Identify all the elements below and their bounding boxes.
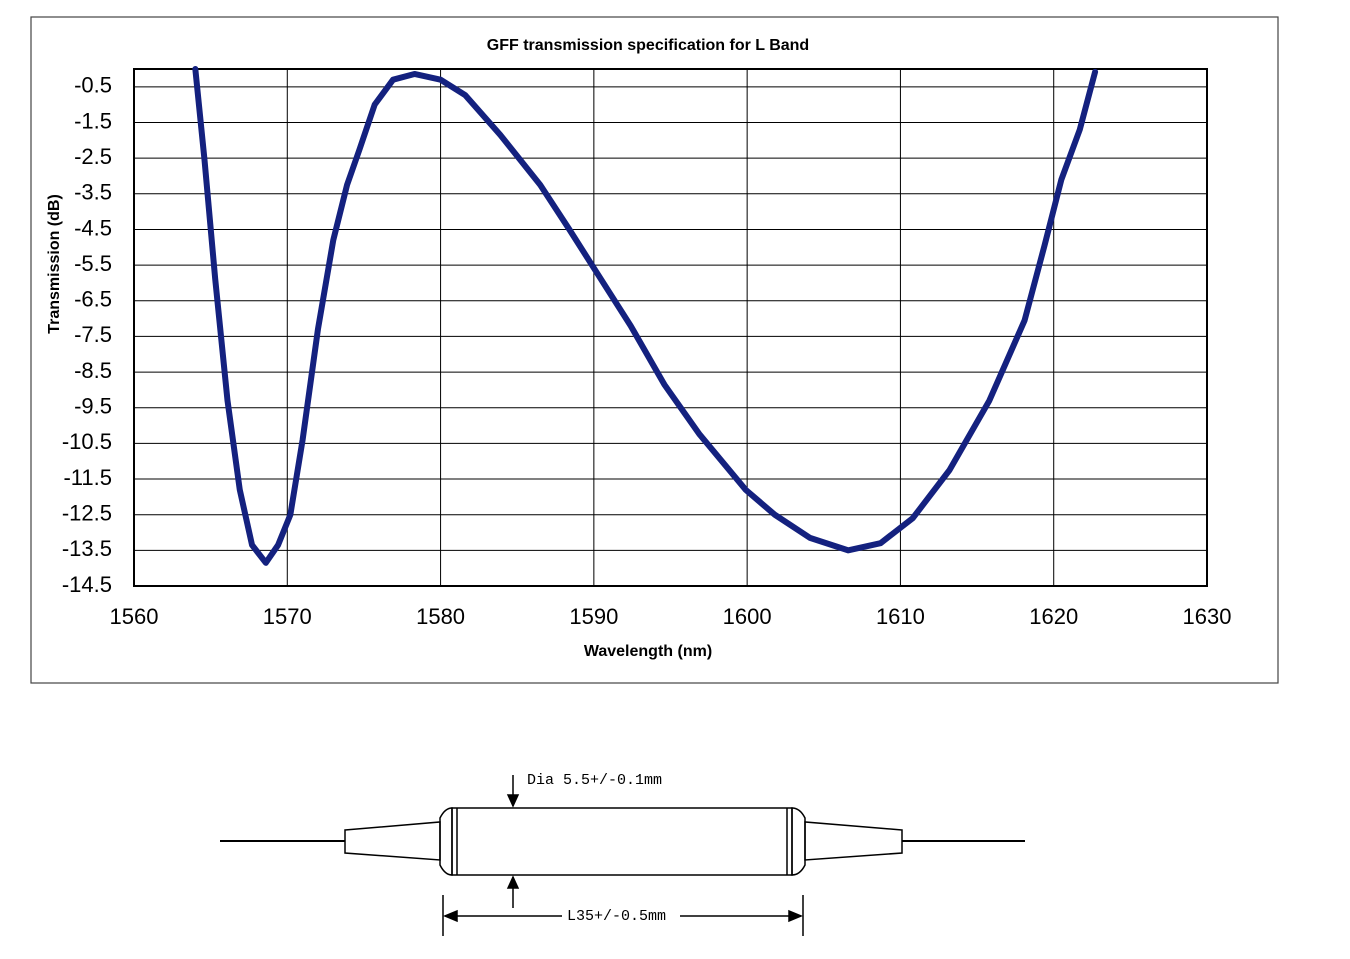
y-tick-label: -7.5 [74, 322, 112, 347]
diameter-label: Dia 5.5+/-0.1mm [527, 772, 662, 789]
arrow-head [443, 909, 458, 923]
x-tick-label: 1610 [876, 604, 925, 629]
coupler-diagram [220, 775, 1025, 936]
y-tick-label: -14.5 [62, 572, 112, 597]
chart-frame [30, 16, 1279, 684]
y-tick-label: -11.5 [63, 465, 112, 490]
arrow-head [788, 909, 803, 923]
y-tick-label: -5.5 [74, 251, 112, 276]
plot-area [133, 68, 1208, 587]
arrow-head [506, 794, 520, 808]
y-tick-label: -0.5 [74, 73, 112, 98]
x-tick-label: 1560 [110, 604, 159, 629]
x-tick-label: 1580 [416, 604, 465, 629]
chart: -0.5 -1.5 -2.5 -3.5 -4.5 -5.5 -6.5 -7.5 -8.5 -9.5… [62, 66, 1232, 629]
y-tick-label: -3.5 [74, 180, 112, 205]
x-tick-label: 1570 [263, 604, 312, 629]
arrow-head [506, 875, 520, 889]
x-tick-label: 1600 [723, 604, 772, 629]
y-tick-label: -9.5 [74, 394, 112, 419]
length-label: L35+/-0.5mm [567, 908, 666, 925]
y-axis-label: Transmission (dB) [46, 194, 63, 334]
data-line [192, 66, 1099, 566]
x-tick-label: 1620 [1029, 604, 1078, 629]
x-tick-label: 1630 [1183, 604, 1232, 629]
x-axis-label: Wavelength (nm) [584, 643, 712, 660]
cap-left [439, 807, 453, 876]
cap-right [791, 807, 806, 876]
y-tick-label: -2.5 [74, 144, 112, 169]
boot-right [804, 821, 903, 861]
boot-left [344, 821, 441, 861]
x-tick-label: 1590 [569, 604, 618, 629]
y-tick-label: -12.5 [62, 501, 112, 526]
tube-body [451, 807, 793, 876]
chart-title: GFF transmission specification for L Ban… [487, 37, 809, 54]
y-tick-label: -13.5 [62, 536, 112, 561]
y-tick-label: -8.5 [74, 358, 112, 383]
y-tick-label: -4.5 [74, 215, 112, 240]
y-tick-label: -6.5 [74, 287, 112, 312]
y-tick-label: -10.5 [62, 429, 112, 454]
y-tick-label: -1.5 [74, 108, 112, 133]
